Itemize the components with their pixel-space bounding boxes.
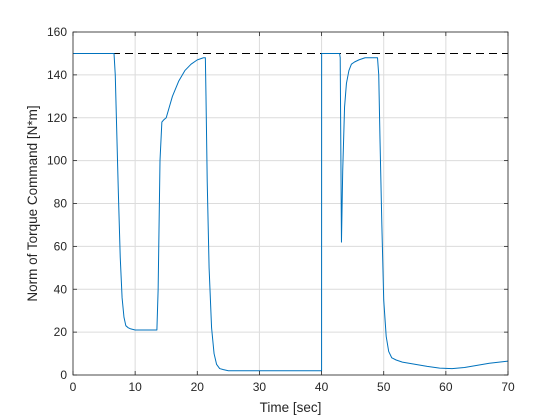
x-tick-label: 70 [501, 380, 515, 394]
x-tick-label: 20 [191, 380, 205, 394]
x-tick-label: 60 [439, 380, 453, 394]
axis-ticks: 0 10 20 30 40 50 60 70 0 20 40 60 80 100 120 140 160 [47, 25, 515, 394]
y-tick-label: 80 [54, 197, 68, 211]
y-tick-label: 20 [54, 325, 68, 339]
y-tick-label: 40 [54, 282, 68, 296]
y-tick-label: 140 [47, 68, 67, 82]
x-tick-label: 10 [128, 380, 142, 394]
y-axis-label: Norm of Torque Command [N*m] [25, 105, 40, 301]
x-tick-label: 30 [253, 380, 267, 394]
x-tick-label: 50 [377, 380, 391, 394]
y-tick-label: 60 [54, 239, 68, 253]
y-tick-label: 160 [47, 25, 67, 39]
y-tick-label: 0 [60, 368, 67, 382]
x-tick-label: 40 [315, 380, 329, 394]
x-axis-label: Time [sec] [260, 400, 322, 415]
y-tick-label: 120 [47, 111, 67, 125]
x-tick-label: 0 [70, 380, 77, 394]
series-line [73, 52, 509, 372]
y-tick-label: 100 [47, 154, 67, 168]
